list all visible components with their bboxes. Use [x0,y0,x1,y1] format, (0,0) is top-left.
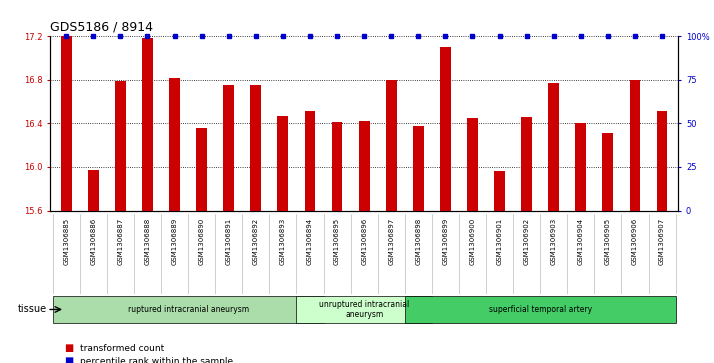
Bar [494,171,505,211]
Bar [630,80,640,211]
Text: GSM1306888: GSM1306888 [144,218,151,265]
Bar [521,117,532,211]
Text: GSM1306898: GSM1306898 [416,218,421,265]
Text: GSM1306904: GSM1306904 [578,218,584,265]
Bar [296,295,432,323]
Bar [405,295,675,323]
Bar [305,111,316,211]
Bar [331,122,343,211]
Bar [278,116,288,211]
Text: GSM1306902: GSM1306902 [523,218,530,265]
Text: GSM1306901: GSM1306901 [496,218,503,265]
Text: GSM1306889: GSM1306889 [171,218,178,265]
Bar [467,118,478,211]
Text: GSM1306896: GSM1306896 [361,218,367,265]
Text: ruptured intracranial aneurysm: ruptured intracranial aneurysm [128,305,248,314]
Bar [603,133,613,211]
Text: GSM1306886: GSM1306886 [90,218,96,265]
Bar [53,295,323,323]
Text: GSM1306906: GSM1306906 [632,218,638,265]
Text: GSM1306887: GSM1306887 [117,218,124,265]
Bar [575,123,586,211]
Text: GDS5186 / 8914: GDS5186 / 8914 [50,21,153,34]
Text: GSM1306892: GSM1306892 [253,218,258,265]
Bar [223,85,234,211]
Text: GSM1306900: GSM1306900 [470,218,476,265]
Bar [358,121,370,211]
Text: GSM1306890: GSM1306890 [198,218,205,265]
Text: ■: ■ [64,356,74,363]
Bar [169,78,180,211]
Text: GSM1306905: GSM1306905 [605,218,611,265]
Text: tissue: tissue [17,305,46,314]
Text: GSM1306907: GSM1306907 [659,218,665,265]
Bar [196,128,207,211]
Text: GSM1306891: GSM1306891 [226,218,232,265]
Text: GSM1306897: GSM1306897 [388,218,394,265]
Text: GSM1306903: GSM1306903 [550,218,557,265]
Text: superficial temporal artery: superficial temporal artery [488,305,592,314]
Text: GSM1306899: GSM1306899 [443,218,448,265]
Bar [61,36,71,211]
Text: GSM1306895: GSM1306895 [334,218,340,265]
Text: ■: ■ [64,343,74,354]
Bar [657,111,668,211]
Text: percentile rank within the sample: percentile rank within the sample [80,357,233,363]
Text: GSM1306893: GSM1306893 [280,218,286,265]
Bar [251,85,261,211]
Text: GSM1306885: GSM1306885 [64,218,69,265]
Bar [115,81,126,211]
Bar [440,47,451,211]
Bar [142,38,153,211]
Text: transformed count: transformed count [80,344,164,353]
Bar [88,170,99,211]
Bar [413,126,423,211]
Text: GSM1306894: GSM1306894 [307,218,313,265]
Bar [386,80,397,211]
Bar [548,83,559,211]
Text: unruptured intracranial
aneurysm: unruptured intracranial aneurysm [319,300,409,319]
